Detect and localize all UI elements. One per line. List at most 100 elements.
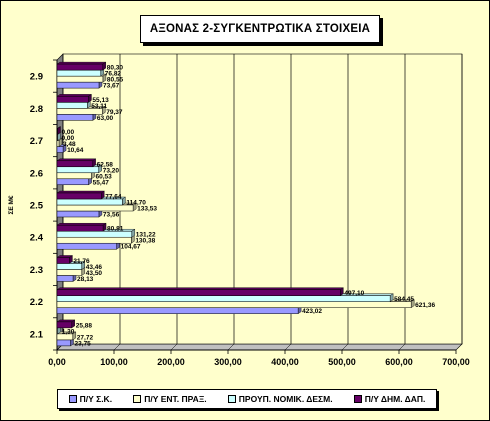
gridline-floor (227, 343, 235, 351)
legend-label: Π/Υ Σ.Κ. (79, 394, 113, 404)
data-label: 27,72 (77, 334, 94, 341)
chart-title: ΑΞΟΝΑΣ 2-ΣΥΓΚΕΝΤΡΩΤΙΚΑ ΣΤΟΙΧΕΙΑ (140, 15, 380, 43)
bar (56, 295, 391, 302)
data-label: 73,67 (103, 83, 120, 90)
y-tick-label: 2.9 (30, 72, 43, 83)
bar (56, 307, 299, 314)
bar (56, 96, 89, 103)
bar (56, 333, 74, 341)
bar-top (56, 158, 97, 161)
bar-top (56, 287, 345, 290)
bar-top (56, 190, 105, 194)
data-label: 621,36 (415, 302, 435, 309)
legend-swatch (353, 395, 362, 403)
data-label: 53,11 (91, 103, 107, 110)
legend-swatch (68, 395, 77, 403)
data-label: 80,81 (107, 226, 124, 233)
bar (56, 128, 58, 135)
data-label: 133,53 (137, 206, 157, 213)
bar-top (56, 94, 93, 97)
gridline-floor (341, 343, 349, 351)
x-tick-label: 600,00 (385, 357, 413, 367)
y-tick-label: 2.4 (30, 233, 44, 244)
bar (56, 275, 74, 282)
x-tick-label: 500,00 (328, 357, 356, 367)
data-label: 130,38 (135, 238, 155, 245)
data-label: 62,58 (97, 161, 114, 168)
data-label: 21,76 (73, 258, 90, 265)
bar (56, 327, 58, 335)
y-tick-label: 2.3 (30, 265, 43, 276)
bar (56, 69, 102, 77)
bar (56, 102, 88, 109)
data-label: 1,30 (62, 328, 75, 335)
data-label: 60,53 (96, 173, 113, 180)
data-label: 0,00 (62, 135, 75, 142)
bar (56, 339, 71, 347)
floor-wall (56, 343, 463, 351)
legend-swatch (133, 395, 142, 403)
data-label: 23,75 (75, 340, 92, 347)
y-tick-label: 2.6 (30, 168, 43, 179)
bar (56, 269, 83, 276)
y-tick-label: 2.2 (30, 297, 43, 308)
data-label: 43,50 (86, 270, 103, 277)
legend-entry: ΠΡΟΥΠ. ΝΟΜΙΚ. ΔΕΣΜ. (227, 394, 333, 404)
data-label: 80,55 (107, 77, 124, 84)
data-label: 0,00 (62, 129, 75, 136)
x-tick-label: 700,00 (442, 357, 470, 367)
data-label: 77,64 (105, 194, 122, 201)
bar (56, 210, 100, 218)
bar (56, 75, 104, 83)
bar (56, 192, 102, 200)
gridline-floor (398, 343, 406, 351)
bar-top (56, 61, 107, 65)
bar (56, 321, 73, 329)
data-label: 80,30 (107, 65, 124, 72)
bar (56, 114, 94, 121)
y-tick-label: 2.7 (30, 136, 43, 147)
bar (56, 204, 134, 212)
data-label: 28,13 (77, 276, 94, 283)
data-label: 10,64 (67, 147, 84, 154)
y-tick-label: 2.5 (30, 201, 44, 212)
bar (56, 289, 341, 296)
legend-swatch (227, 395, 236, 403)
data-label: 73,56 (103, 212, 120, 219)
gridline-floor (170, 343, 178, 351)
chart-legend: Π/Υ Σ.Κ. Π/Υ ΕΝΤ. ΠΡΑΞ. ΠΡΟΥΠ. ΝΟΜΙΚ. ΔΕΣΜ… (57, 389, 437, 409)
gridline-floor (284, 343, 292, 351)
bar (56, 134, 58, 141)
bar (56, 81, 100, 89)
data-label: 73,20 (103, 167, 120, 174)
data-label: 43,46 (86, 264, 103, 271)
legend-label: Π/Υ ΕΝΤ. ΠΡΑΞ. (144, 394, 207, 404)
data-label: 114,70 (126, 200, 146, 207)
bar (56, 172, 92, 180)
x-tick-label: 200,00 (157, 357, 185, 367)
gridline-floor (455, 343, 463, 351)
data-label: 55,47 (93, 179, 110, 186)
legend-label: Π/Υ ΔΗΜ. ΔΑΠ. (364, 394, 426, 404)
data-label: 63,00 (97, 115, 114, 122)
x-tick-label: 300,00 (214, 357, 242, 367)
bar (56, 236, 132, 244)
data-label: 584,45 (394, 296, 414, 303)
y-axis-title: ΣΕ Μ€ (8, 195, 15, 214)
y-tick-label: 2.1 (30, 329, 44, 340)
bar (56, 224, 104, 232)
bar (56, 160, 93, 168)
data-label: 79,37 (106, 109, 123, 116)
bar (56, 257, 70, 264)
data-label: 423,02 (302, 308, 322, 315)
x-tick-label: 100,00 (100, 357, 128, 367)
bar (56, 178, 89, 186)
bar (56, 166, 99, 174)
bar (56, 242, 117, 250)
data-label: 3,48 (63, 141, 76, 148)
data-label: 76,82 (105, 71, 122, 78)
data-label: 104,67 (121, 244, 141, 251)
bar (56, 63, 104, 71)
legend-entry: Π/Υ Σ.Κ. (68, 394, 113, 404)
